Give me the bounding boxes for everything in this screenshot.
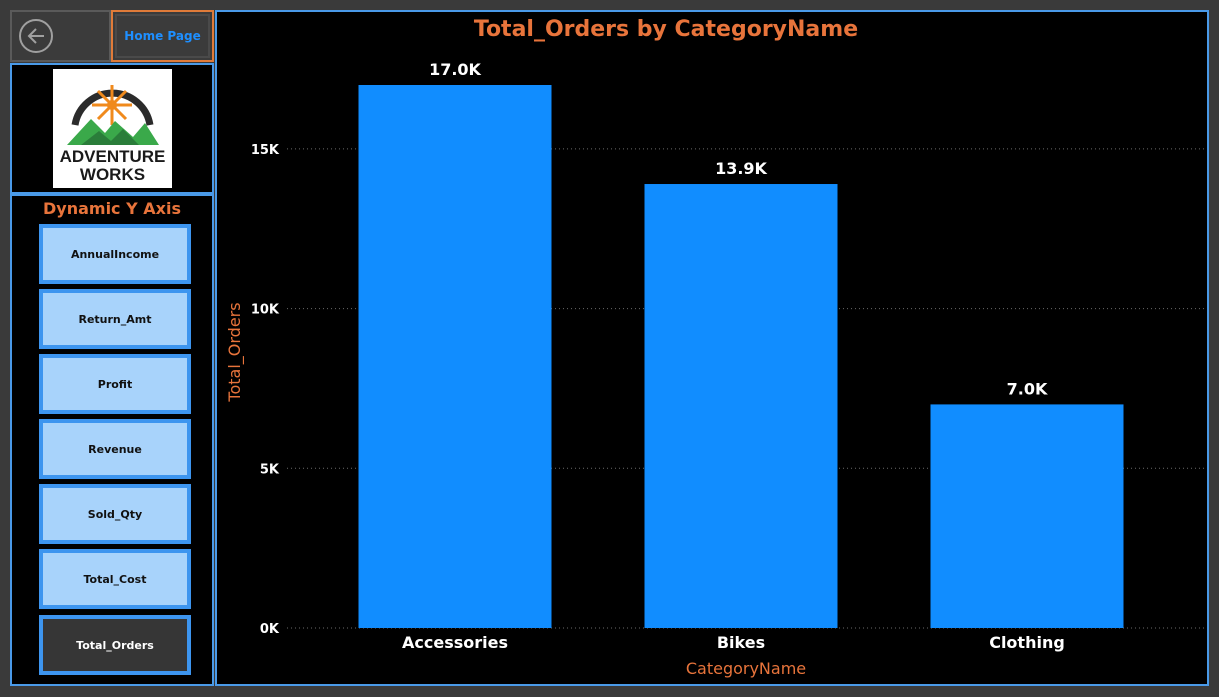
- x-tick-label: Clothing: [989, 633, 1065, 652]
- slicer-item-total-orders[interactable]: Total_Orders: [39, 615, 191, 675]
- x-tick-label: Accessories: [402, 633, 508, 652]
- logo-text-adventure: ADVENTURE: [59, 147, 166, 166]
- slicer-item-label: Profit: [97, 377, 133, 391]
- y-tick-label: 15K: [251, 143, 280, 158]
- slicer-item-return-amt[interactable]: Return_Amt: [39, 289, 191, 349]
- y-axis-title: Total_Orders: [225, 302, 245, 402]
- bar-clothing[interactable]: [930, 404, 1124, 628]
- slicer-item-label: Return_Amt: [78, 312, 152, 326]
- home-page-label: Home Page: [124, 29, 201, 43]
- slicer-item-label: Total_Orders: [76, 638, 154, 652]
- x-axis-title: CategoryName: [686, 659, 806, 678]
- slicer-title: Dynamic Y Axis: [43, 199, 181, 218]
- bar-chart: Total_Orders by CategoryName Total_Order…: [225, 17, 1205, 678]
- bar-bikes[interactable]: [644, 184, 838, 629]
- slicer-item-total-cost[interactable]: Total_Cost: [39, 549, 191, 609]
- data-label: 17.0K: [429, 60, 481, 79]
- y-tick-label: 0K: [260, 622, 280, 637]
- y-tick-label: 10K: [251, 303, 280, 318]
- logo-text-works: WORKS: [79, 165, 146, 184]
- bar-accessories[interactable]: [358, 85, 552, 628]
- back-button[interactable]: [10, 10, 111, 62]
- slicer-item-label: Sold_Qty: [87, 507, 143, 521]
- slicer-item-annualincome[interactable]: AnnualIncome: [39, 224, 191, 284]
- slicer-item-profit[interactable]: Profit: [39, 354, 191, 414]
- slicer-item-sold-qty[interactable]: Sold_Qty: [39, 484, 191, 544]
- home-page-button[interactable]: Home Page: [111, 10, 214, 62]
- adventure-works-logo: ADVENTURE WORKS: [53, 69, 172, 188]
- slicer-item-revenue[interactable]: Revenue: [39, 419, 191, 479]
- data-label: 13.9K: [715, 159, 767, 178]
- slicer-item-label: Revenue: [88, 442, 142, 456]
- y-tick-label: 5K: [260, 462, 280, 477]
- dynamic-y-axis-slicer: Dynamic Y Axis AnnualIncome Return_Amt P…: [10, 194, 214, 686]
- logo-panel: ADVENTURE WORKS: [10, 63, 214, 194]
- slicer-item-label: AnnualIncome: [70, 247, 160, 261]
- slicer-item-label: Total_Cost: [83, 572, 147, 586]
- chart-title: Total_Orders by CategoryName: [474, 17, 858, 42]
- back-arrow-icon: [19, 19, 53, 53]
- data-label: 7.0K: [1007, 379, 1048, 398]
- x-tick-label: Bikes: [717, 633, 765, 652]
- chart-panel: Total_Orders by CategoryName Total_Order…: [215, 10, 1209, 686]
